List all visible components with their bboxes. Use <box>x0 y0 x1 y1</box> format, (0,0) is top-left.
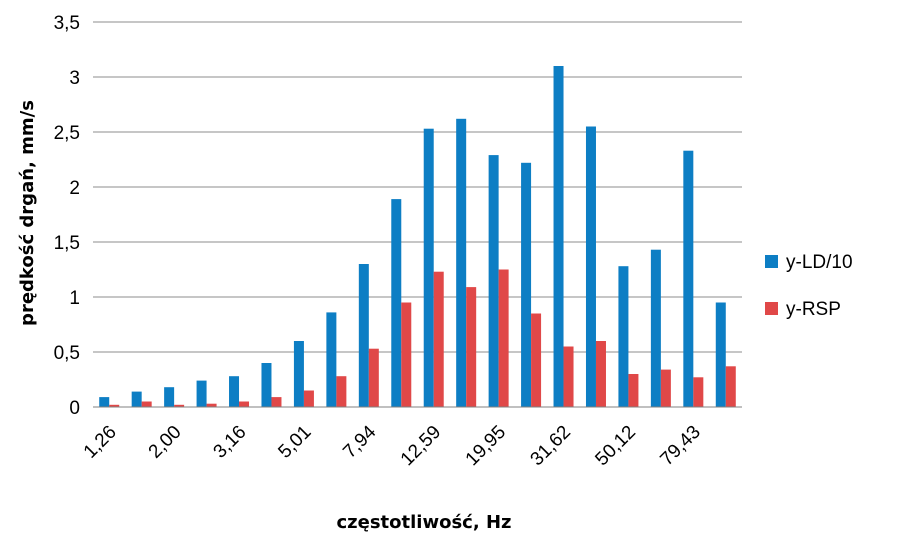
bar-y-rsp-18 <box>693 377 704 407</box>
bar-y-ld-19 <box>715 302 726 407</box>
x-tick-label: 3,16 <box>210 422 251 463</box>
bar-y-rsp-7 <box>336 376 347 407</box>
bar-y-ld-11 <box>456 118 467 408</box>
x-tick-label: 79,43 <box>656 422 704 470</box>
y-tick-label: 2 <box>69 178 80 199</box>
gridlines <box>93 21 742 353</box>
x-tick-label: 7,94 <box>339 421 380 462</box>
bar-y-rsp-12 <box>498 269 509 407</box>
x-tick-labels: 1,26 2,00 3,16 5,01 7,94 12,59 19,95 31,62 50,12… <box>80 421 705 470</box>
x-axis-title: częstotliwość, Hz <box>336 512 511 533</box>
bar-y-ld-6 <box>293 341 304 407</box>
bar-y-ld-9 <box>391 199 402 407</box>
bar-y-ld-4 <box>229 376 240 407</box>
bar-y-rsp-3 <box>206 403 217 407</box>
bar-y-ld-0 <box>99 397 110 407</box>
x-tick-label: 2,00 <box>145 422 186 463</box>
bar-y-ld-15 <box>585 126 596 407</box>
y-tick-label: 3,5 <box>54 13 80 34</box>
bar-y-rsp-15 <box>595 341 606 407</box>
x-tick-label: 5,01 <box>274 422 315 463</box>
bar-y-rsp-8 <box>368 348 379 407</box>
bar-y-ld-18 <box>683 150 694 407</box>
bar-y-rsp-6 <box>303 390 314 407</box>
bar-y-rsp-9 <box>401 302 412 407</box>
bar-y-ld-5 <box>261 363 272 407</box>
bar-y-ld-12 <box>488 155 499 407</box>
y-tick-label: 1 <box>69 288 80 309</box>
bar-y-ld-13 <box>521 162 532 407</box>
y-tick-label: 2,5 <box>54 123 80 144</box>
bar-y-ld-14 <box>553 66 564 407</box>
y-tick-labels: 0 0,5 1 1,5 2 2,5 3 3,5 <box>54 13 80 419</box>
bar-y-ld-10 <box>423 128 434 407</box>
bar-y-rsp-4 <box>239 401 250 407</box>
legend-swatch-1 <box>765 302 778 315</box>
bar-y-rsp-1 <box>141 401 152 407</box>
legend-label-0: y-LD/10 <box>786 252 853 273</box>
bar-y-rsp-2 <box>174 404 185 407</box>
bar-y-rsp-10 <box>433 271 444 407</box>
bar-y-rsp-5 <box>271 397 282 407</box>
y-axis-title: prędkość drgań, mm/s <box>17 100 38 326</box>
x-tick-label: 1,26 <box>80 422 121 463</box>
bar-y-ld-2 <box>164 387 175 407</box>
bar-y-ld-1 <box>131 391 142 407</box>
legend: y-LD/10 y-RSP <box>765 252 853 320</box>
bar-y-ld-16 <box>618 266 629 407</box>
legend-swatch-0 <box>765 255 778 268</box>
x-tick-label: 50,12 <box>591 422 639 470</box>
bar-y-ld-7 <box>326 312 337 407</box>
bar-y-rsp-14 <box>563 346 574 407</box>
bar-y-ld-3 <box>196 380 207 407</box>
bars <box>99 66 736 408</box>
y-tick-label: 0,5 <box>54 343 80 364</box>
bar-y-rsp-19 <box>725 366 736 407</box>
y-tick-label: 1,5 <box>54 233 80 254</box>
y-tick-label: 3 <box>69 68 80 89</box>
x-tick-label: 12,59 <box>397 422 445 470</box>
legend-label-1: y-RSP <box>786 299 841 320</box>
bar-y-rsp-11 <box>466 287 477 407</box>
bar-y-ld-17 <box>650 249 661 407</box>
bar-y-ld-8 <box>358 264 369 407</box>
bar-y-rsp-0 <box>109 404 120 407</box>
bar-y-rsp-13 <box>531 313 542 407</box>
bar-y-rsp-16 <box>628 374 639 407</box>
x-tick-label: 19,95 <box>462 422 510 470</box>
y-tick-label: 0 <box>69 398 80 419</box>
bar-y-rsp-17 <box>660 369 671 407</box>
x-tick-label: 31,62 <box>527 422 575 470</box>
